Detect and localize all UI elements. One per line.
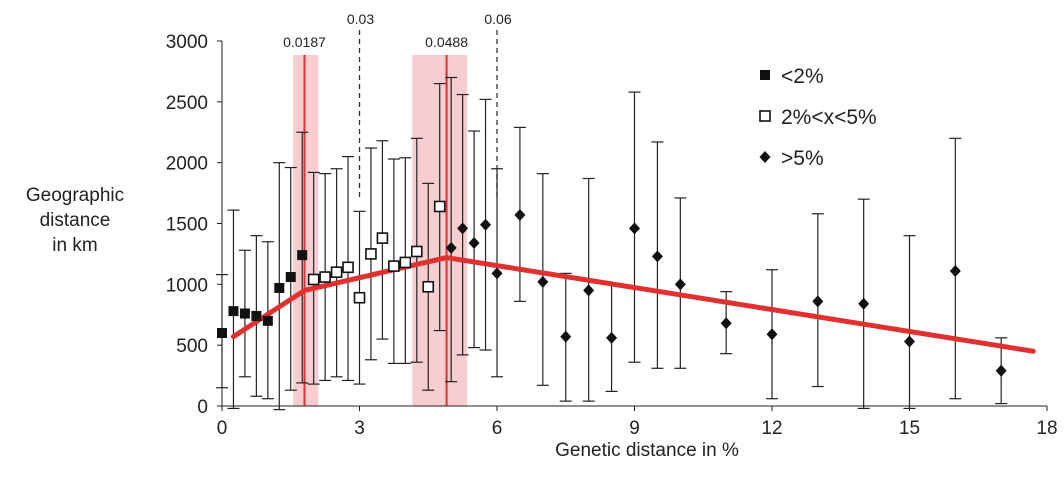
data-point [560, 330, 572, 343]
data-point [995, 364, 1007, 377]
data-point [217, 328, 227, 338]
data-point [388, 260, 400, 272]
data-point [353, 291, 366, 304]
band-label: 0.0488 [425, 34, 468, 50]
highlight-band [293, 55, 319, 406]
x-tick-label: 3 [354, 418, 365, 439]
legend-marker [759, 151, 771, 163]
error-bars [216, 76, 1008, 411]
data-point [606, 331, 618, 344]
data-point [480, 218, 492, 231]
legend-marker [759, 110, 771, 122]
band-label: 0.0187 [283, 34, 326, 50]
data-point [433, 200, 446, 213]
data-point [297, 250, 308, 261]
y-axis-label: Geographic distance in km [0, 183, 150, 258]
data-point [812, 295, 824, 308]
data-point [376, 232, 389, 244]
legend: <2% 2%<x<5% >5% [759, 65, 877, 170]
dashed-reference-label: 0.03 [347, 11, 374, 27]
y-tick-label: 2000 [166, 154, 208, 175]
data-point [858, 297, 870, 310]
legend-label: >5% [781, 147, 824, 170]
data-point [319, 271, 331, 283]
data-point [410, 245, 423, 258]
data-point [537, 275, 549, 288]
y-tick-label: 2500 [166, 93, 208, 114]
data-point [514, 208, 526, 221]
y-axis-label-line: distance [39, 210, 111, 231]
data-point [491, 267, 503, 280]
data-point [766, 328, 778, 341]
data-point [468, 236, 480, 249]
data-point [399, 256, 412, 269]
data-point [285, 272, 296, 283]
y-tick-label: 1000 [166, 275, 208, 296]
data-point [422, 280, 435, 293]
data-point [720, 317, 732, 330]
legend-label: 2%<x<5% [781, 106, 877, 129]
data-point [949, 264, 961, 277]
y-tick-label: 0 [197, 397, 208, 418]
data-point [457, 222, 469, 235]
legend-marker [760, 70, 770, 80]
y-axis-label-line: in km [52, 235, 98, 256]
data-points [217, 200, 1007, 377]
x-tick-label: 9 [629, 418, 640, 439]
y-tick-label: 3000 [166, 32, 208, 53]
data-point [674, 278, 686, 291]
x-axis-label: Genetic distance in % [555, 440, 739, 461]
y-axis-label-line: Geographic [25, 185, 125, 206]
y-tick-label: 1500 [166, 215, 208, 236]
legend-label: <2% [781, 65, 824, 88]
data-point [365, 248, 377, 260]
fit-line-group [230, 255, 1036, 354]
dashed-reference-lines: 0.03 0.06 [347, 11, 512, 200]
x-tick-label: 12 [761, 418, 782, 439]
x-tick-label: 0 [217, 418, 228, 439]
data-point [445, 241, 457, 254]
data-point [239, 308, 250, 319]
data-point [307, 273, 320, 286]
highlight-bands: 0.0187 0.0488 [283, 34, 468, 406]
dashed-reference-label: 0.06 [484, 11, 511, 27]
data-point [342, 261, 354, 274]
x-tick-label: 18 [1036, 418, 1057, 439]
data-point [274, 282, 285, 293]
fit-line [230, 255, 1036, 354]
data-point [228, 306, 239, 317]
x-tick-label: 15 [899, 418, 920, 439]
data-point [583, 284, 595, 297]
y-tick-label: 500 [176, 336, 208, 357]
axes: 0 500 1000 1500 2000 2500 3000 0 3 6 9 12 15 18 [166, 32, 1058, 439]
x-tick-label: 6 [492, 418, 503, 439]
data-point [251, 310, 262, 321]
data-point [262, 315, 273, 326]
data-point [904, 335, 915, 348]
data-point [330, 266, 343, 278]
data-point [629, 222, 640, 235]
data-point [651, 250, 663, 263]
